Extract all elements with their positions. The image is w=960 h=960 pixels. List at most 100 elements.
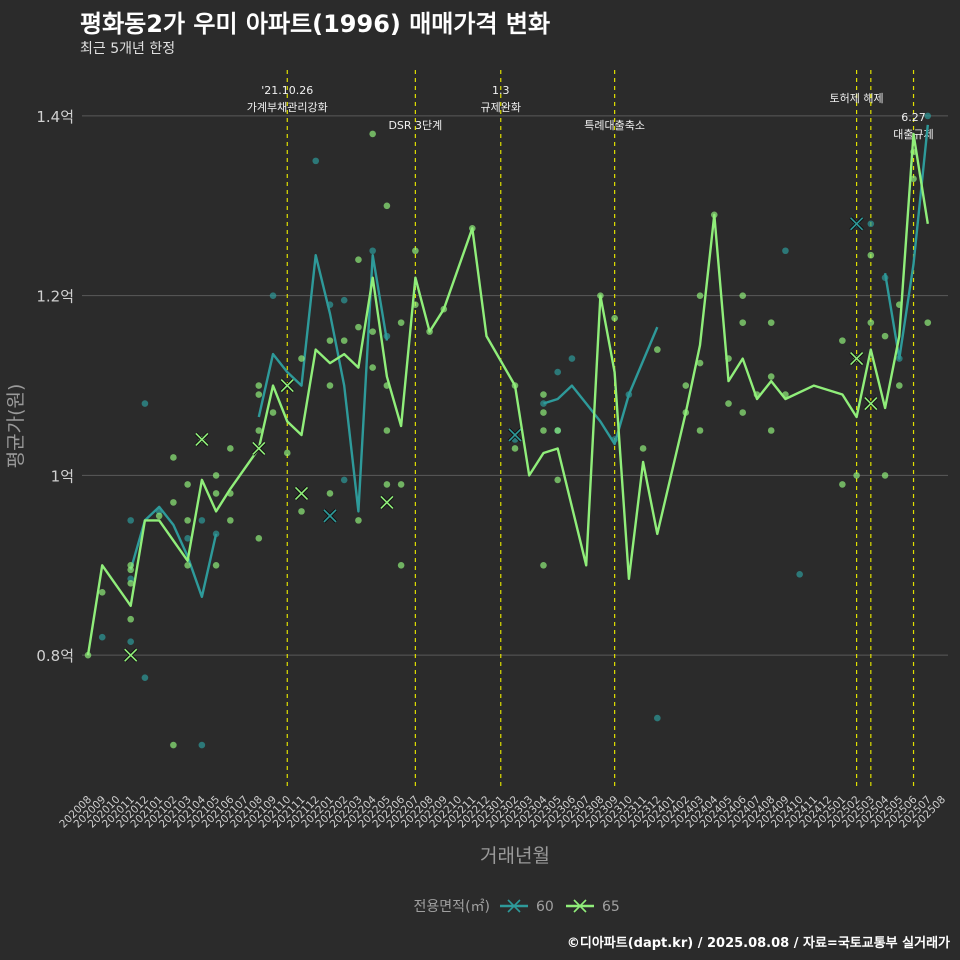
series-line (257, 254, 389, 513)
x-mark (195, 432, 209, 447)
data-point (340, 476, 348, 484)
x-mark (294, 486, 309, 500)
data-point (127, 615, 134, 623)
series-60 (98, 112, 932, 749)
data-point (184, 517, 191, 524)
data-point (170, 499, 177, 506)
data-point (355, 323, 362, 331)
data-point (255, 382, 263, 389)
legend-key-mark (507, 899, 521, 913)
legend-label: 60 (536, 899, 554, 915)
data-point (696, 427, 704, 434)
data-point (326, 337, 334, 344)
source-caption: ©디아파트(dapt.kr) / 2025.08.08 / 자료=국토교통부 실… (566, 936, 950, 951)
data-point (767, 427, 775, 434)
data-point (98, 588, 106, 596)
data-point (340, 296, 348, 304)
data-point (184, 535, 191, 542)
series-line (883, 124, 929, 360)
data-point (611, 314, 618, 322)
x-mark (323, 509, 337, 523)
data-point (881, 472, 889, 479)
data-point (782, 247, 789, 255)
data-point (283, 449, 291, 457)
data-point (881, 332, 889, 340)
x-mark (508, 428, 522, 442)
data-point (540, 427, 547, 434)
data-point (767, 373, 775, 380)
x-mark (850, 352, 864, 366)
data-point (654, 714, 661, 722)
data-point (554, 368, 561, 376)
data-point (369, 130, 376, 138)
data-point (227, 517, 234, 524)
data-point (924, 319, 932, 326)
data-point (767, 319, 775, 326)
data-point (696, 359, 704, 367)
data-point (212, 562, 220, 569)
x-mark (850, 217, 864, 231)
chart-subtitle: 최근 5개년 한정 (80, 41, 176, 57)
data-point (839, 337, 846, 344)
data-point (540, 562, 547, 569)
data-point (682, 382, 690, 389)
data-point (867, 220, 875, 228)
data-point (796, 570, 803, 578)
event-label: 가계부채관리강화 (247, 101, 328, 114)
data-point (839, 481, 846, 488)
data-point (212, 530, 220, 538)
data-point (127, 562, 134, 569)
data-point (383, 427, 391, 434)
data-point (269, 409, 277, 416)
data-point (554, 427, 561, 434)
data-point (298, 355, 305, 362)
event-label: 토허제 해제 (830, 91, 884, 105)
data-point (212, 472, 220, 479)
data-point (326, 490, 334, 497)
x-mark (864, 396, 878, 411)
data-point (255, 535, 263, 542)
legend-label: 65 (602, 899, 620, 915)
data-point (739, 319, 747, 326)
data-point (141, 674, 149, 681)
event-label: 6.27 (901, 111, 926, 124)
data-point (540, 391, 547, 398)
event-label: 규제완화 (481, 101, 521, 114)
data-point (355, 517, 362, 524)
data-point (696, 292, 704, 299)
data-point (896, 382, 903, 389)
data-point (540, 409, 547, 416)
data-point (269, 292, 277, 299)
data-point (198, 517, 206, 524)
data-point (127, 638, 134, 646)
data-point (654, 346, 661, 353)
legend-title: 전용면적(㎡) (414, 899, 490, 915)
data-point (127, 579, 134, 587)
data-point (397, 481, 405, 488)
x-axis-title: 거래년월 (480, 845, 550, 867)
data-point (910, 175, 917, 183)
x-mark (280, 378, 294, 393)
data-point (369, 247, 376, 255)
data-point (312, 157, 320, 165)
series-65 (84, 130, 932, 749)
data-point (383, 202, 391, 210)
data-point (141, 400, 149, 407)
data-point (383, 481, 391, 488)
x-mark (380, 495, 394, 509)
data-point (568, 355, 576, 362)
data-point (867, 319, 875, 326)
series-line (86, 132, 929, 656)
data-point (369, 328, 376, 335)
data-point (369, 364, 376, 371)
data-point (212, 490, 220, 497)
data-point (355, 256, 362, 264)
data-point (155, 512, 163, 520)
data-point (739, 409, 747, 416)
data-point (340, 337, 348, 344)
data-point (853, 472, 860, 479)
data-point (127, 517, 134, 524)
event-label: 1.3 (492, 84, 510, 97)
data-point (397, 319, 405, 326)
